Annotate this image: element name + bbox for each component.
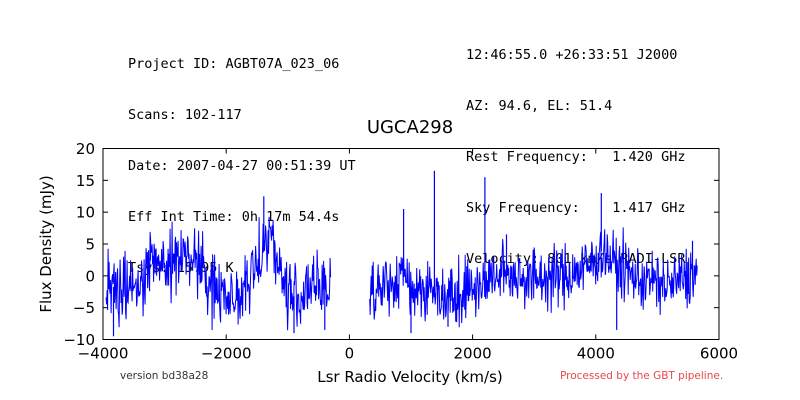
x-tick-label: 2000 bbox=[454, 345, 492, 363]
y-tick-label: 20 bbox=[76, 140, 95, 158]
y-tick-label: −10 bbox=[63, 331, 95, 349]
observation-info-right: 12:46:55.0 +26:33:51 J2000 AZ: 94.6, EL:… bbox=[466, 13, 685, 285]
project-id-text: Project ID: AGBT07A_023_06 bbox=[128, 56, 340, 72]
y-tick-label: 5 bbox=[85, 236, 95, 254]
date-text: Date: 2007-04-27 00:51:39 UT bbox=[128, 158, 356, 174]
data-layer bbox=[105, 170, 698, 337]
x-tick-label: −4000 bbox=[78, 345, 129, 363]
y-axis: −10 −5 0 5 10 15 20 bbox=[63, 140, 719, 349]
y-tick-label: 15 bbox=[76, 172, 95, 190]
x-tick-label: 6000 bbox=[700, 345, 738, 363]
az-el-text: AZ: 94.6, EL: 51.4 bbox=[466, 98, 613, 114]
x-axis: −4000 −2000 0 2000 4000 6000 bbox=[78, 148, 738, 363]
sky-frequency-text: Sky Frequency: 1.417 GHz bbox=[466, 200, 686, 216]
y-tick-label: 10 bbox=[76, 204, 95, 222]
y-axis-label: Flux Density (mJy) bbox=[37, 175, 55, 312]
x-tick-label: 4000 bbox=[577, 345, 615, 363]
spectrum-line-segment-1 bbox=[105, 216, 332, 331]
eff-int-time-text: Eff Int Time: 0h 17m 54.4s bbox=[128, 209, 340, 225]
pipeline-credit: Processed by the GBT pipeline. bbox=[560, 370, 724, 382]
x-tick-label: −2000 bbox=[201, 345, 252, 363]
coordinates-text: 12:46:55.0 +26:33:51 J2000 bbox=[466, 47, 678, 63]
x-tick-label: 0 bbox=[345, 345, 355, 363]
y-tick-label: −5 bbox=[73, 299, 95, 317]
spectrum-line-segment-2 bbox=[369, 227, 698, 328]
observation-info-left: Project ID: AGBT07A_023_06 Scans: 102-11… bbox=[128, 22, 356, 294]
chart-title: UGCA298 bbox=[367, 117, 453, 138]
y-tick-label: 0 bbox=[85, 267, 95, 285]
rest-frequency-text: Rest Frequency: 1.420 GHz bbox=[466, 149, 686, 165]
scans-text: Scans: 102-117 bbox=[128, 107, 242, 123]
version-label: version bd38a28 bbox=[120, 370, 209, 382]
x-axis-label: Lsr Radio Velocity (km/s) bbox=[317, 368, 503, 386]
